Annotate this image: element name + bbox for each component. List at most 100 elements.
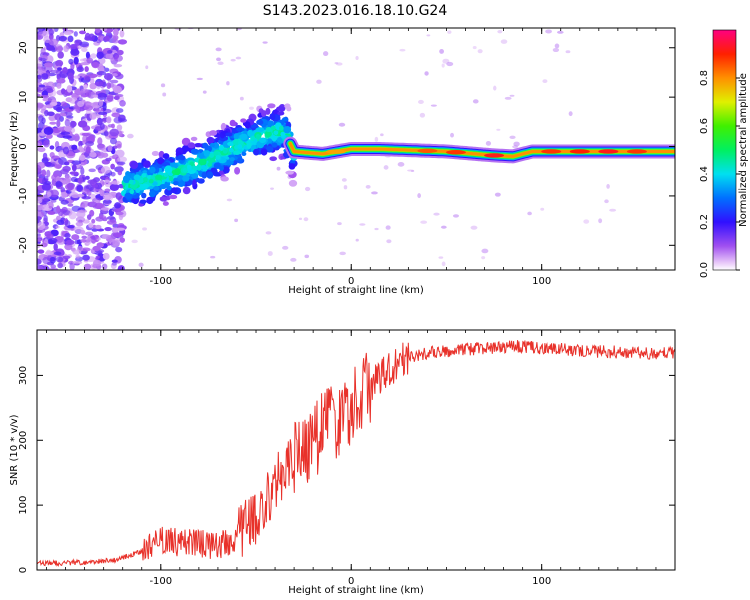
snr-panel: -100 0 100 0 100 200 300 Height of straight l… — [9, 329, 676, 596]
noise-blob — [63, 161, 70, 166]
noise-blob — [91, 228, 99, 232]
noise-blob — [110, 262, 117, 270]
spectral-blob — [182, 175, 190, 182]
spectral-peak — [207, 162, 213, 168]
spectral-blob — [190, 173, 199, 179]
spectral-peak — [168, 176, 174, 182]
spectral-blob — [202, 142, 209, 149]
noise-blob — [45, 55, 54, 64]
noise-blob — [81, 196, 91, 200]
noise-blob — [83, 84, 88, 89]
spectral-blob — [237, 127, 243, 132]
noise-blob — [73, 133, 80, 142]
noise-blob — [472, 46, 477, 50]
ridge-hotspot — [598, 149, 619, 154]
noise-blob — [56, 119, 61, 128]
noise-blob — [114, 202, 122, 209]
spectral-blob — [169, 194, 178, 200]
noise-blob — [316, 79, 322, 84]
spectral-blob — [236, 157, 243, 162]
noise-blob — [37, 93, 41, 98]
noise-blob — [374, 136, 379, 142]
noise-blob — [72, 249, 82, 255]
spec-ytick-label: -10 — [18, 188, 29, 204]
spectral-blob — [206, 136, 215, 144]
noise-blob — [37, 197, 43, 204]
noise-blob — [113, 28, 119, 37]
spectral-blob — [244, 123, 251, 129]
noise-blob — [341, 178, 347, 182]
noise-blob — [39, 57, 47, 62]
noise-blob — [78, 145, 83, 152]
noise-blob — [64, 119, 71, 127]
spectral-blob — [253, 148, 260, 156]
noise-blob — [102, 117, 108, 124]
noise-blob — [447, 30, 452, 34]
noise-blob — [62, 135, 72, 139]
noise-blob — [267, 251, 273, 256]
noise-blob — [337, 222, 342, 226]
spectral-blob — [148, 190, 156, 198]
noise-blob — [104, 188, 111, 193]
spectral-peak — [222, 148, 228, 154]
noise-blob — [138, 262, 144, 268]
noise-blob — [216, 57, 221, 62]
noise-blob — [386, 239, 392, 244]
noise-blob — [89, 151, 97, 158]
noise-blob — [85, 175, 90, 180]
snr-ytick-label: 0 — [18, 567, 29, 573]
spectral-blob — [206, 171, 214, 179]
noise-blob — [419, 112, 426, 118]
spectral-blob — [124, 192, 133, 199]
spectral-peak — [163, 172, 169, 178]
spectral-blob — [187, 142, 196, 149]
noise-blob — [63, 31, 72, 36]
noise-blob — [47, 239, 56, 245]
noise-blob — [545, 29, 552, 34]
noise-blob — [450, 132, 454, 138]
snr-frame — [36, 329, 676, 571]
noise-blob — [81, 132, 91, 137]
spectral-blob — [267, 103, 276, 109]
noise-blob — [70, 120, 77, 128]
spectral-peak — [255, 134, 261, 139]
spectral-blob — [276, 106, 285, 112]
spectral-blob — [190, 136, 198, 141]
noise-blob — [102, 199, 112, 204]
noise-blob — [49, 189, 60, 198]
noise-blob — [239, 96, 244, 101]
noise-blob — [53, 177, 61, 182]
spectral-blob — [173, 180, 179, 186]
spectral-blob — [222, 166, 230, 174]
noise-blob — [105, 183, 111, 188]
spectral-peak — [135, 188, 141, 194]
spectral-blob — [141, 183, 149, 189]
spectral-blob — [271, 142, 278, 148]
noise-blob — [65, 239, 75, 245]
noise-blob — [99, 122, 105, 130]
spectral-peak — [128, 179, 134, 185]
spectral-blob — [266, 138, 273, 144]
noise-blob — [96, 242, 104, 248]
noise-blob — [407, 169, 415, 172]
spectral-peak — [143, 177, 148, 182]
spectral-blob — [141, 192, 147, 199]
noise-blob — [98, 215, 107, 219]
noise-blob — [235, 56, 242, 60]
noise-blob — [37, 216, 42, 221]
noise-blob — [73, 31, 78, 37]
ridge-hotspot — [326, 149, 347, 154]
spectral-blob — [265, 107, 271, 115]
noise-blob — [446, 61, 454, 67]
noise-blob — [62, 165, 71, 172]
noise-blob — [41, 183, 52, 191]
spectral-blob — [133, 174, 141, 181]
noise-blob — [56, 215, 61, 221]
noise-blob — [72, 75, 80, 79]
noise-blob — [343, 185, 348, 190]
spectral-blob — [218, 165, 225, 171]
ridge-hotspot — [626, 149, 647, 154]
noise-blob — [94, 28, 101, 34]
noise-blob — [91, 218, 96, 224]
spectral-peak — [237, 140, 243, 146]
